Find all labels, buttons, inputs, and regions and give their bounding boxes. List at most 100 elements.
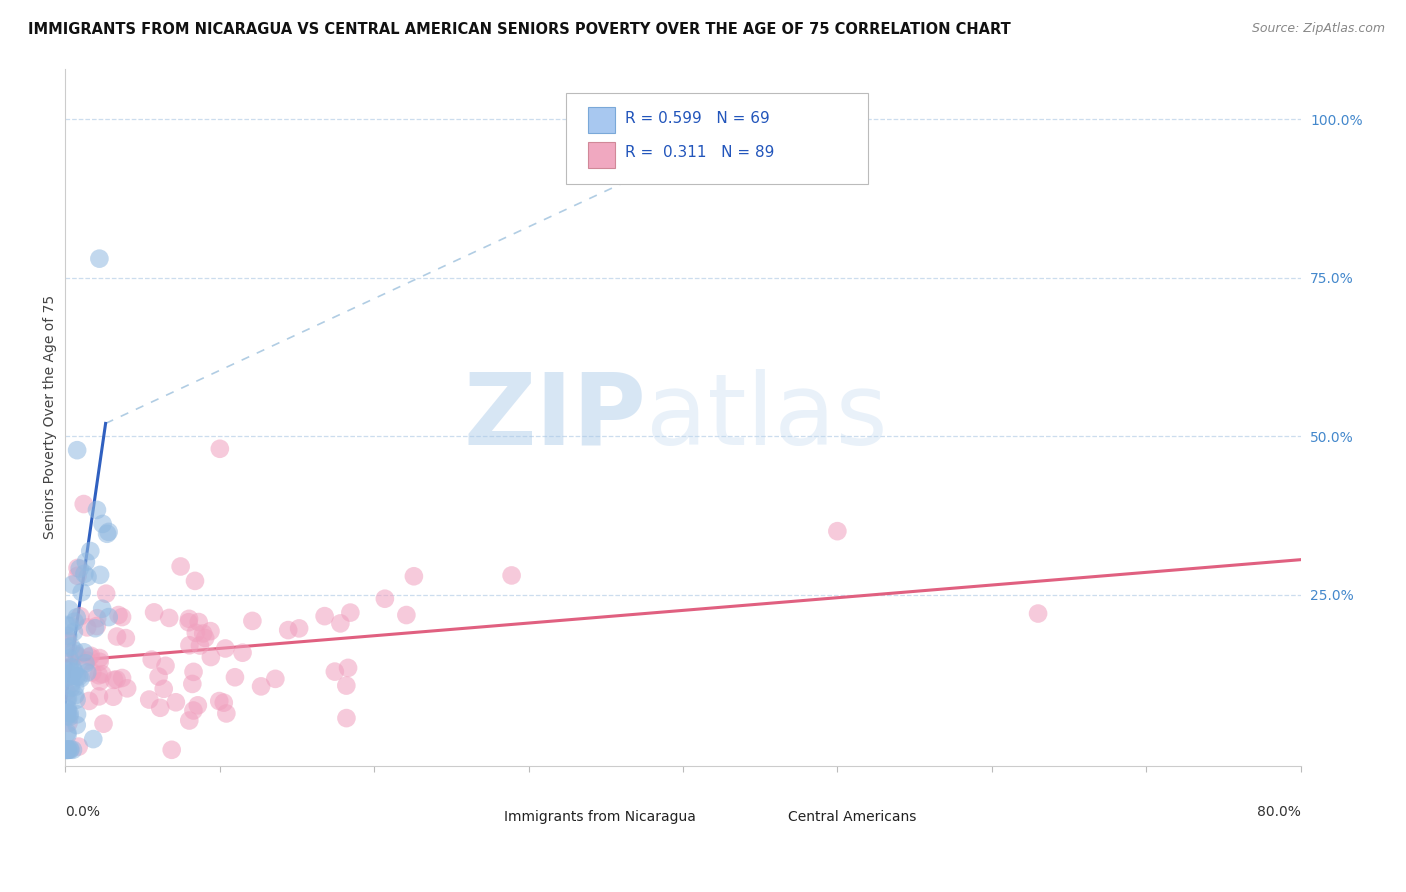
Point — [402, 569, 425, 583]
Text: IMMIGRANTS FROM NICARAGUA VS CENTRAL AMERICAN SENIORS POVERTY OVER THE AGE OF 75: IMMIGRANTS FROM NICARAGUA VS CENTRAL AME… — [28, 22, 1011, 37]
Point — [79, 649, 101, 664]
Text: Central Americans: Central Americans — [787, 810, 917, 824]
Point — [111, 610, 134, 624]
Point — [242, 614, 264, 628]
Point — [86, 619, 108, 633]
Point — [56, 743, 79, 757]
Text: atlas: atlas — [645, 368, 887, 466]
Point — [66, 561, 89, 575]
Point — [73, 566, 96, 581]
Point — [55, 743, 77, 757]
Point — [67, 670, 90, 684]
Point — [66, 669, 89, 683]
Point — [501, 568, 523, 582]
Point — [89, 567, 111, 582]
Point — [188, 639, 211, 653]
Text: 80.0%: 80.0% — [1257, 805, 1301, 819]
Point — [105, 673, 128, 687]
Point — [56, 725, 79, 739]
Point — [63, 624, 86, 639]
Point — [59, 742, 82, 756]
Point — [69, 671, 91, 685]
Point — [82, 665, 104, 680]
Point — [93, 716, 115, 731]
Point — [187, 615, 209, 629]
Point — [184, 625, 207, 640]
Point — [314, 609, 336, 624]
Point — [76, 665, 98, 680]
Point — [63, 680, 86, 694]
Point — [77, 694, 100, 708]
Y-axis label: Seniors Poverty Over the Age of 75: Seniors Poverty Over the Age of 75 — [44, 295, 58, 539]
Point — [70, 585, 93, 599]
Point — [79, 544, 101, 558]
Point — [288, 621, 311, 635]
Point — [63, 643, 86, 657]
Point — [59, 619, 82, 633]
Point — [55, 709, 77, 723]
Point — [58, 651, 80, 665]
Point — [89, 674, 111, 689]
Point — [91, 516, 114, 531]
Point — [59, 743, 82, 757]
Point — [59, 655, 82, 669]
Point — [212, 696, 235, 710]
Point — [160, 743, 183, 757]
Point — [59, 660, 82, 674]
Point — [141, 652, 163, 666]
Point — [66, 649, 89, 664]
Point — [56, 728, 79, 742]
Point — [58, 602, 80, 616]
Point — [65, 648, 87, 662]
Point — [103, 673, 125, 687]
Point — [165, 695, 187, 709]
Point — [91, 601, 114, 615]
Point — [58, 710, 80, 724]
Point — [111, 671, 134, 685]
Point — [224, 670, 246, 684]
Point — [56, 709, 79, 723]
Point — [183, 704, 205, 718]
Point — [148, 670, 170, 684]
Point — [374, 591, 396, 606]
Point — [179, 714, 201, 728]
FancyBboxPatch shape — [588, 142, 614, 169]
Point — [91, 667, 114, 681]
Point — [89, 655, 111, 669]
Point — [181, 677, 204, 691]
Point — [62, 660, 84, 674]
Point — [73, 645, 96, 659]
Text: 0.0%: 0.0% — [66, 805, 100, 819]
Point — [69, 561, 91, 575]
Point — [66, 443, 89, 458]
Point — [193, 626, 215, 640]
Point — [105, 630, 128, 644]
Point — [96, 526, 118, 541]
Point — [115, 681, 138, 696]
Point — [56, 640, 79, 655]
Point — [65, 688, 87, 702]
Point — [115, 631, 138, 645]
Point — [152, 681, 174, 696]
Point — [62, 743, 84, 757]
FancyBboxPatch shape — [751, 806, 778, 829]
Point — [62, 577, 84, 591]
Point — [65, 692, 87, 706]
Point — [80, 648, 103, 663]
Point — [214, 641, 236, 656]
Point — [200, 650, 222, 665]
Point — [55, 706, 77, 720]
Text: R =  0.311   N = 89: R = 0.311 N = 89 — [624, 145, 775, 161]
Point — [329, 616, 352, 631]
Point — [335, 711, 357, 725]
Point — [169, 559, 191, 574]
Point — [149, 700, 172, 714]
Point — [73, 497, 96, 511]
Point — [56, 701, 79, 715]
Point — [56, 691, 79, 706]
Point — [60, 681, 83, 695]
Point — [60, 669, 83, 683]
Point — [395, 608, 418, 623]
Point — [96, 587, 118, 601]
Point — [63, 615, 86, 629]
